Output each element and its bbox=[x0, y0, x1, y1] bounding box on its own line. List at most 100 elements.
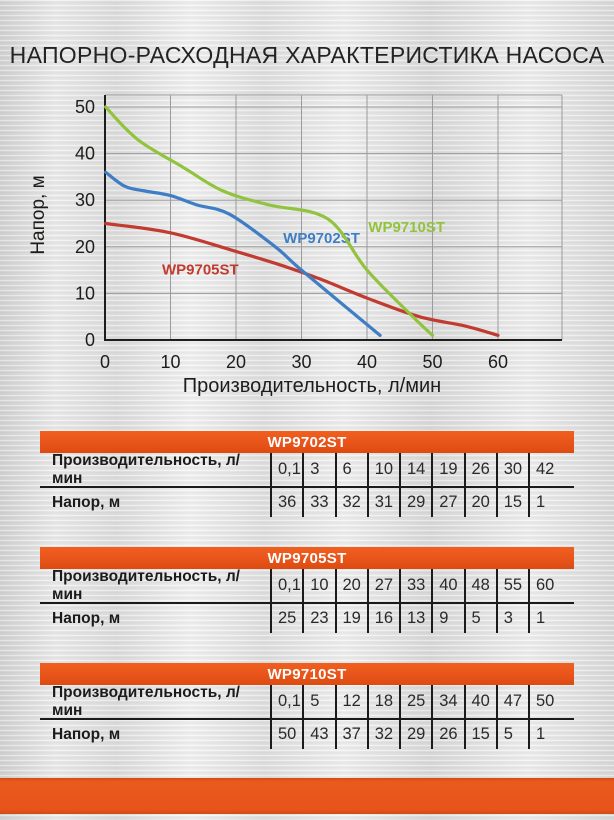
table-cell-flow: 10 bbox=[302, 569, 334, 602]
chart-y-tick-label: 10 bbox=[75, 283, 95, 303]
table-cell-flow: 27 bbox=[366, 569, 399, 602]
pump-table-header: WP9705ST bbox=[40, 547, 574, 569]
chart-curve-wp9705st bbox=[104, 221, 500, 337]
table-cell-head: 32 bbox=[366, 720, 399, 749]
table-cell-flow: 0,1 bbox=[270, 685, 302, 718]
table-cell-head: 32 bbox=[334, 488, 367, 517]
table-cell-flow: 60 bbox=[528, 569, 574, 602]
table-cell-head: 27 bbox=[431, 488, 463, 517]
table-row-head: Напор, м 25 23 19 16 13 9 5 3 1 bbox=[40, 604, 574, 633]
table-cell-flow: 40 bbox=[463, 685, 496, 718]
chart-curve-label-wp9710st: WP9710ST bbox=[368, 219, 445, 236]
chart-y-tick-label: 40 bbox=[75, 144, 95, 164]
table-cell-head: 16 bbox=[366, 604, 399, 633]
table-cell-head: 15 bbox=[463, 720, 496, 749]
table-cell-head: 29 bbox=[399, 488, 431, 517]
table-cell-head: 20 bbox=[463, 488, 496, 517]
table-cell-flow: 40 bbox=[431, 569, 463, 602]
row-label-head: Напор, м bbox=[52, 493, 121, 511]
pump-table-header: WP9702ST bbox=[40, 431, 574, 453]
table-row-flow: Производительность, л/мин 0,1 3 6 10 14 19 26 30… bbox=[40, 451, 574, 487]
row-label-head: Напор, м bbox=[52, 725, 121, 743]
table-cell-flow: 0,1 bbox=[270, 453, 302, 486]
chart-y-tick-label: 30 bbox=[75, 190, 95, 210]
table-cell-flow: 30 bbox=[495, 453, 528, 486]
table-cell-head: 43 bbox=[302, 720, 334, 749]
chart-x-axis-label: Производительность, л/мин bbox=[183, 375, 441, 397]
chart-x-tick-label: 20 bbox=[226, 352, 246, 372]
table-row-head: Напор, м 36 33 32 31 29 27 20 15 1 bbox=[40, 488, 574, 517]
table-cell-head: 36 bbox=[270, 488, 302, 517]
table-cell-head: 3 bbox=[495, 604, 528, 633]
table-cell-head: 50 bbox=[270, 720, 302, 749]
chart-x-tick-label: 10 bbox=[160, 352, 180, 372]
table-cell-flow: 25 bbox=[399, 685, 431, 718]
chart-y-axis-label: Напор, м bbox=[28, 175, 49, 254]
table-cell-flow: 19 bbox=[431, 453, 463, 486]
table-cell-flow: 12 bbox=[334, 685, 367, 718]
row-label-flow: Производительность, л/мин bbox=[52, 683, 240, 719]
table-cell-flow: 14 bbox=[399, 453, 431, 486]
table-cell-flow: 47 bbox=[495, 685, 528, 718]
table-cell-head: 26 bbox=[431, 720, 463, 749]
chart-curve-label-wp9705st: WP9705ST bbox=[162, 261, 239, 278]
table-row-head: Напор, м 50 43 37 32 29 26 15 5 1 bbox=[40, 720, 574, 749]
row-label-flow: Производительность, л/мин bbox=[52, 451, 240, 487]
table-cell-flow: 5 bbox=[302, 685, 334, 718]
pump-table-wp9710st: WP9710ST Производительность, л/мин 0,1 5 12 1… bbox=[40, 663, 574, 749]
pump-table-header: WP9710ST bbox=[40, 663, 574, 685]
table-cell-head: 33 bbox=[302, 488, 334, 517]
table-cell-head: 25 bbox=[270, 604, 302, 633]
table-cell-flow: 42 bbox=[528, 453, 574, 486]
page-title: НАПОРНО-РАСХОДНАЯ ХАРАКТЕРИСТИКА НАСОСА bbox=[9, 42, 605, 68]
pump-table-wp9705st: WP9705ST Производительность, л/мин 0,1 10 20… bbox=[40, 547, 574, 633]
table-cell-head: 5 bbox=[463, 604, 496, 633]
table-cell-flow: 0,1 bbox=[270, 569, 302, 602]
chart-x-tick-label: 50 bbox=[422, 352, 442, 372]
table-cell-flow: 20 bbox=[334, 569, 367, 602]
chart-x-tick-label: 60 bbox=[488, 352, 508, 372]
table-row-flow: Производительность, л/мин 0,1 5 12 18 25 34 40 4… bbox=[40, 683, 574, 719]
chart-curve-wp9710st bbox=[104, 105, 435, 337]
chart-y-tick-label: 50 bbox=[75, 97, 95, 117]
chart-x-tick-label: 40 bbox=[357, 352, 377, 372]
table-cell-head: 15 bbox=[495, 488, 528, 517]
table-row-divider bbox=[40, 486, 574, 488]
table-cell-head: 1 bbox=[528, 488, 574, 517]
table-cell-head: 1 bbox=[528, 720, 574, 749]
pump-tables-container: WP9702ST Производительность, л/мин 0,1 3 6 10… bbox=[40, 431, 574, 779]
row-label-flow: Производительность, л/мин bbox=[52, 567, 240, 603]
table-cell-head: 23 bbox=[302, 604, 334, 633]
table-cell-flow: 26 bbox=[463, 453, 496, 486]
table-row-divider bbox=[40, 718, 574, 720]
table-cell-head: 31 bbox=[366, 488, 399, 517]
chart-y-tick-label: 20 bbox=[75, 237, 95, 257]
table-row-divider bbox=[40, 602, 574, 604]
table-cell-flow: 3 bbox=[302, 453, 334, 486]
table-cell-flow: 48 bbox=[463, 569, 496, 602]
row-label-head: Напор, м bbox=[52, 609, 121, 627]
table-cell-flow: 18 bbox=[366, 685, 399, 718]
table-cell-head: 9 bbox=[431, 604, 463, 633]
table-cell-head: 19 bbox=[334, 604, 367, 633]
table-cell-head: 1 bbox=[528, 604, 574, 633]
bottom-accent-bar bbox=[0, 778, 614, 814]
table-cell-head: 5 bbox=[495, 720, 528, 749]
table-cell-flow: 10 bbox=[366, 453, 399, 486]
table-cell-flow: 50 bbox=[528, 685, 574, 718]
table-cell-flow: 34 bbox=[431, 685, 463, 718]
table-cell-head: 13 bbox=[399, 604, 431, 633]
table-cell-flow: 33 bbox=[399, 569, 431, 602]
table-cell-head: 29 bbox=[399, 720, 431, 749]
pump-table-wp9702st: WP9702ST Производительность, л/мин 0,1 3 6 10… bbox=[40, 431, 574, 517]
chart-x-tick-label: 0 bbox=[100, 352, 110, 372]
chart-y-tick-label: 0 bbox=[85, 330, 95, 350]
chart-x-tick-label: 30 bbox=[291, 352, 311, 372]
table-cell-flow: 55 bbox=[495, 569, 528, 602]
table-cell-head: 37 bbox=[334, 720, 367, 749]
table-cell-flow: 6 bbox=[334, 453, 367, 486]
pump-performance-chart: 0 10 20 30 40 50 60 0 10 20 30 40 50 Производительнос… bbox=[28, 94, 563, 397]
chart-curve-wp9702st bbox=[104, 170, 382, 337]
chart-curve-label-wp9702st: WP9702ST bbox=[283, 230, 360, 247]
